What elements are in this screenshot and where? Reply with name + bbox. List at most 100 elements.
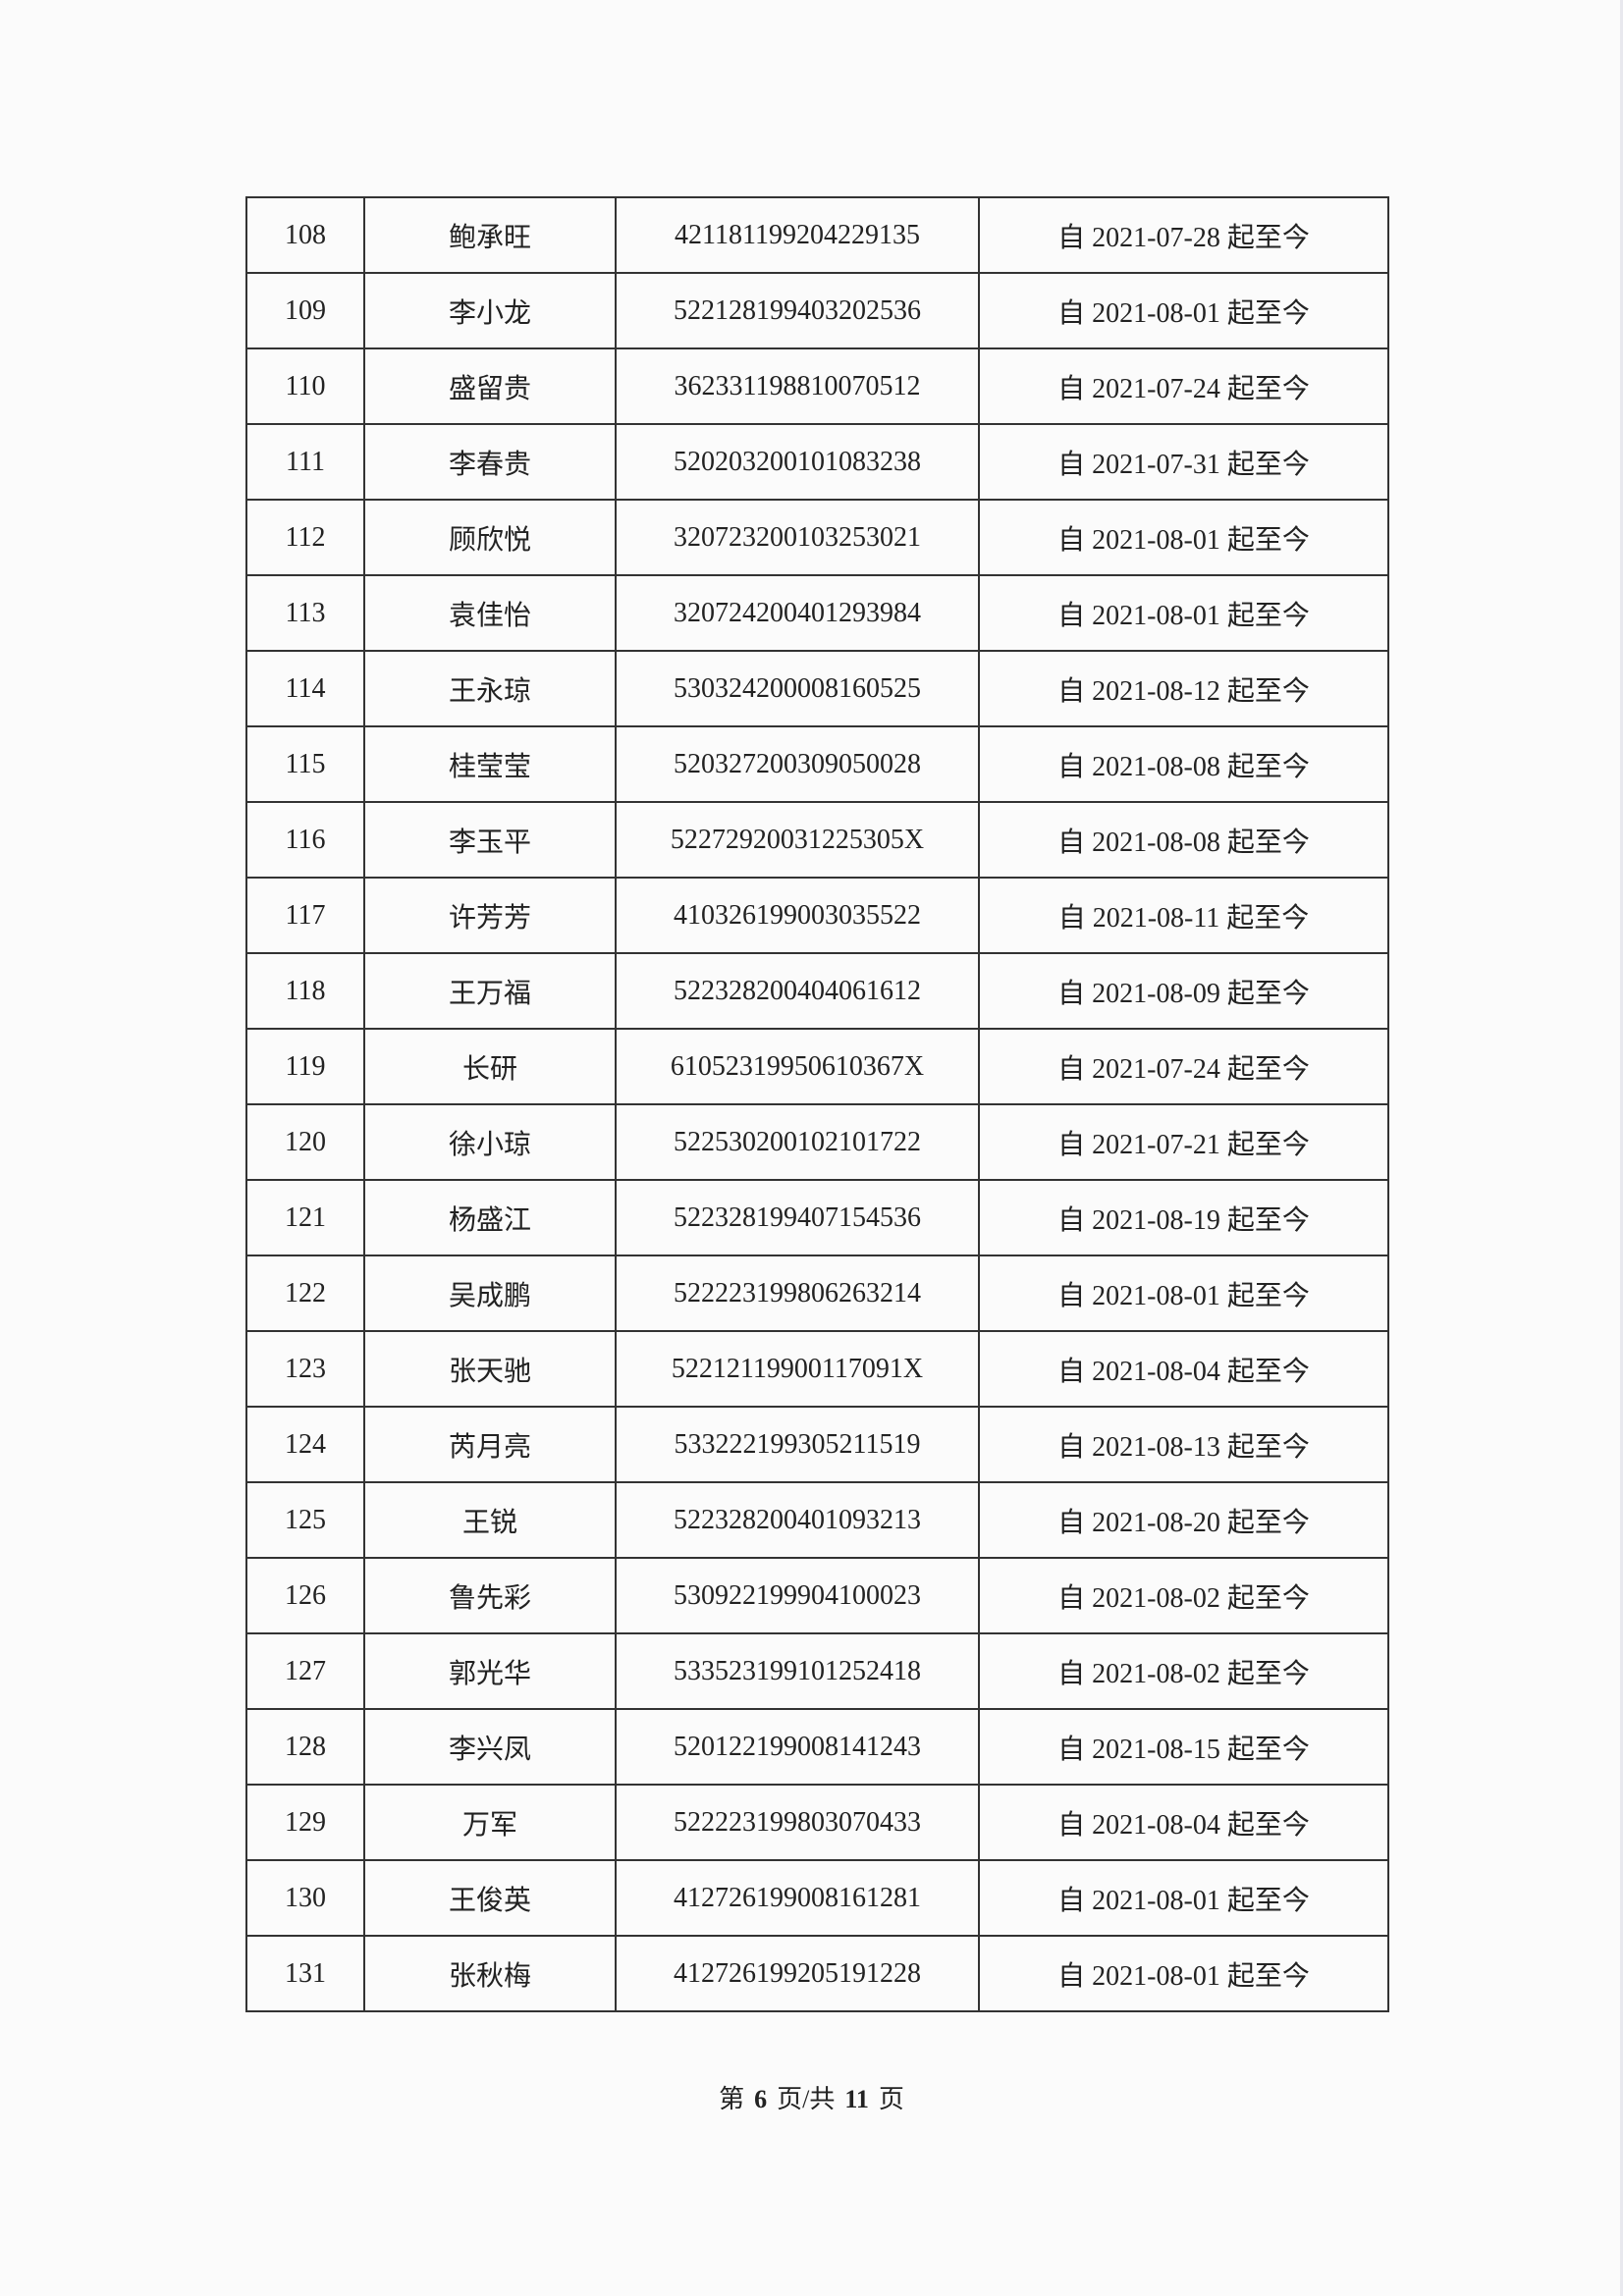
row-number: 122	[245, 1255, 365, 1332]
table-row: 119 长研 61052319950610367X 自 2021-07-24 起至今	[245, 1028, 1389, 1105]
employment-period: 自 2021-08-01 起至今	[978, 499, 1389, 576]
employment-period: 自 2021-08-19 起至今	[978, 1179, 1389, 1256]
person-name: 芮月亮	[363, 1406, 617, 1483]
employment-period: 自 2021-07-21 起至今	[978, 1103, 1389, 1181]
id-number: 522128199403202536	[615, 272, 980, 349]
person-name: 郭光华	[363, 1632, 617, 1710]
person-name: 徐小琼	[363, 1103, 617, 1181]
employment-period: 自 2021-08-11 起至今	[978, 877, 1389, 954]
person-name: 李小龙	[363, 272, 617, 349]
table-row: 122 吴成鹏 522223199806263214 自 2021-08-01 起至今	[245, 1255, 1389, 1332]
employment-period: 自 2021-07-31 起至今	[978, 423, 1389, 501]
person-name: 吴成鹏	[363, 1255, 617, 1332]
id-number: 320723200103253021	[615, 499, 980, 576]
row-number: 118	[245, 952, 365, 1030]
table-row: 113 袁佳怡 320724200401293984 自 2021-08-01 起至今	[245, 574, 1389, 652]
footer-middle: 页/共	[777, 2085, 836, 2113]
id-number: 522223199806263214	[615, 1255, 980, 1332]
row-number: 111	[245, 423, 365, 501]
row-number: 126	[245, 1557, 365, 1634]
table-row: 116 李玉平 52272920031225305X 自 2021-08-08 起至今	[245, 801, 1389, 879]
employment-period: 自 2021-08-02 起至今	[978, 1632, 1389, 1710]
person-name: 鲍承旺	[363, 196, 617, 274]
person-name: 王万福	[363, 952, 617, 1030]
employment-period: 自 2021-08-08 起至今	[978, 725, 1389, 803]
row-number: 123	[245, 1330, 365, 1408]
id-number: 52272920031225305X	[615, 801, 980, 879]
id-number: 522530200102101722	[615, 1103, 980, 1181]
id-number: 522328199407154536	[615, 1179, 980, 1256]
row-number: 116	[245, 801, 365, 879]
row-number: 124	[245, 1406, 365, 1483]
row-number: 115	[245, 725, 365, 803]
row-number: 112	[245, 499, 365, 576]
footer-prefix: 第	[719, 2085, 745, 2113]
employment-period: 自 2021-08-12 起至今	[978, 650, 1389, 727]
employment-period: 自 2021-08-01 起至今	[978, 1859, 1389, 1937]
table-row: 108 鲍承旺 421181199204229135 自 2021-07-28 起至今	[245, 196, 1389, 274]
id-number: 520122199008141243	[615, 1708, 980, 1786]
table-row: 130 王俊英 412726199008161281 自 2021-08-01 起至今	[245, 1859, 1389, 1937]
personnel-table: 108 鲍承旺 421181199204229135 自 2021-07-28 起至今…	[245, 196, 1389, 2012]
person-name: 李兴凤	[363, 1708, 617, 1786]
person-name: 盛留贵	[363, 347, 617, 425]
row-number: 109	[245, 272, 365, 349]
row-number: 119	[245, 1028, 365, 1105]
id-number: 522328200401093213	[615, 1481, 980, 1559]
scan-edge	[1620, 0, 1623, 2296]
employment-period: 自 2021-08-04 起至今	[978, 1330, 1389, 1408]
id-number: 421181199204229135	[615, 196, 980, 274]
row-number: 128	[245, 1708, 365, 1786]
row-number: 121	[245, 1179, 365, 1256]
person-name: 王俊英	[363, 1859, 617, 1937]
employment-period: 自 2021-08-01 起至今	[978, 272, 1389, 349]
table-row: 125 王锐 522328200401093213 自 2021-08-20 起至今	[245, 1481, 1389, 1559]
row-number: 113	[245, 574, 365, 652]
employment-period: 自 2021-07-24 起至今	[978, 347, 1389, 425]
id-number: 362331198810070512	[615, 347, 980, 425]
row-number: 108	[245, 196, 365, 274]
row-number: 114	[245, 650, 365, 727]
person-name: 桂莹莹	[363, 725, 617, 803]
employment-period: 自 2021-08-01 起至今	[978, 574, 1389, 652]
table-row: 118 王万福 522328200404061612 自 2021-08-09 起至今	[245, 952, 1389, 1030]
table-row: 123 张天驰 52212119900117091X 自 2021-08-04 起至今	[245, 1330, 1389, 1408]
row-number: 110	[245, 347, 365, 425]
person-name: 万军	[363, 1784, 617, 1861]
person-name: 袁佳怡	[363, 574, 617, 652]
id-number: 52212119900117091X	[615, 1330, 980, 1408]
table-row: 112 顾欣悦 320723200103253021 自 2021-08-01 起至今	[245, 499, 1389, 576]
table-row: 110 盛留贵 362331198810070512 自 2021-07-24 起至今	[245, 347, 1389, 425]
person-name: 王锐	[363, 1481, 617, 1559]
id-number: 320724200401293984	[615, 574, 980, 652]
id-number: 522223199803070433	[615, 1784, 980, 1861]
table-row: 129 万军 522223199803070433 自 2021-08-04 起至今	[245, 1784, 1389, 1861]
table-row: 115 桂莹莹 520327200309050028 自 2021-08-08 起至今	[245, 725, 1389, 803]
row-number: 127	[245, 1632, 365, 1710]
id-number: 530922199904100023	[615, 1557, 980, 1634]
table-row: 124 芮月亮 533222199305211519 自 2021-08-13 起至今	[245, 1406, 1389, 1483]
id-number: 412726199008161281	[615, 1859, 980, 1937]
id-number: 533523199101252418	[615, 1632, 980, 1710]
table-row: 109 李小龙 522128199403202536 自 2021-08-01 起至今	[245, 272, 1389, 349]
table-row: 111 李春贵 520203200101083238 自 2021-07-31 起至今	[245, 423, 1389, 501]
row-number: 125	[245, 1481, 365, 1559]
row-number: 129	[245, 1784, 365, 1861]
person-name: 王永琼	[363, 650, 617, 727]
id-number: 520327200309050028	[615, 725, 980, 803]
person-name: 鲁先彩	[363, 1557, 617, 1634]
row-number: 130	[245, 1859, 365, 1937]
person-name: 长研	[363, 1028, 617, 1105]
table-row: 121 杨盛江 522328199407154536 自 2021-08-19 起至今	[245, 1179, 1389, 1256]
employment-period: 自 2021-08-15 起至今	[978, 1708, 1389, 1786]
total-pages: 11	[844, 2085, 869, 2113]
employment-period: 自 2021-08-01 起至今	[978, 1935, 1389, 2012]
person-name: 张秋梅	[363, 1935, 617, 2012]
id-number: 412726199205191228	[615, 1935, 980, 2012]
employment-period: 自 2021-08-04 起至今	[978, 1784, 1389, 1861]
person-name: 许芳芳	[363, 877, 617, 954]
table-row: 126 鲁先彩 530922199904100023 自 2021-08-02 起至今	[245, 1557, 1389, 1634]
table-row: 127 郭光华 533523199101252418 自 2021-08-02 起至今	[245, 1632, 1389, 1710]
row-number: 117	[245, 877, 365, 954]
id-number: 530324200008160525	[615, 650, 980, 727]
